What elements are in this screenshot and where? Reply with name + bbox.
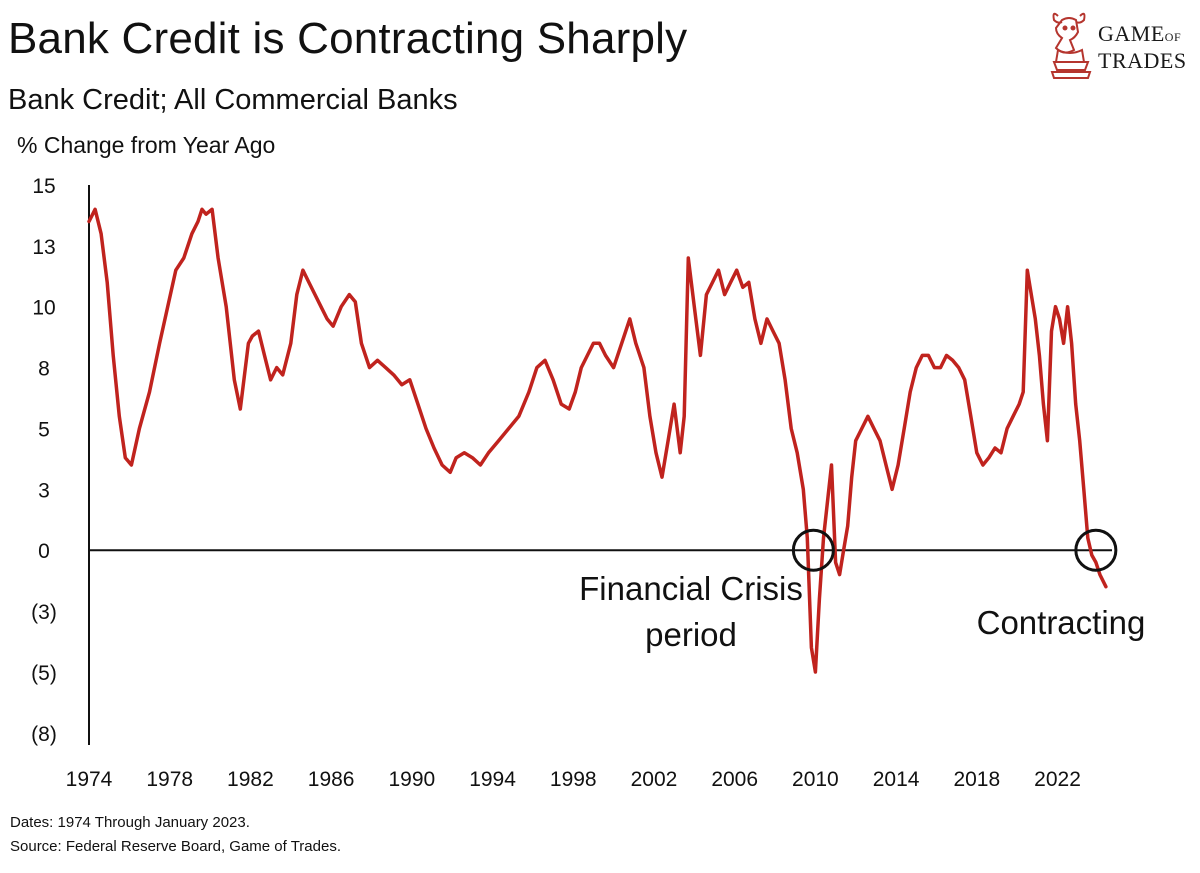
y-tick-label: 5 [38, 418, 50, 441]
annotation-contracting: Contracting [977, 604, 1146, 641]
y-tick-label: (3) [31, 601, 57, 624]
financial-crisis-circle [791, 528, 835, 572]
y-tick-label: 0 [38, 540, 50, 563]
x-tick-label: 2010 [792, 768, 839, 791]
logo-wordmark: GAMEOF TRADES [1098, 22, 1187, 73]
annotation-financial-crisis-line2: period [645, 616, 737, 653]
x-tick-label: 2006 [711, 768, 758, 791]
x-tick-label: 2002 [631, 768, 678, 791]
y-tick-label: 8 [38, 358, 50, 381]
chart-subtitle: Bank Credit; All Commercial Banks [8, 84, 458, 116]
x-tick-label: 1986 [308, 768, 355, 791]
x-tick-label: 1990 [388, 768, 435, 791]
y-tick-label: (8) [31, 723, 57, 746]
logo-line2: TRADES [1098, 48, 1187, 73]
contracting-circle [1074, 528, 1118, 572]
y-tick-label: 10 [32, 297, 55, 320]
y-tick-label: 13 [32, 236, 55, 259]
y-tick-label: (5) [31, 662, 57, 685]
logo-line1: GAME [1098, 21, 1165, 46]
x-tick-label: 2022 [1034, 768, 1081, 791]
x-tick-label: 1974 [66, 768, 113, 791]
y-axis-label: % Change from Year Ago [17, 132, 276, 158]
annotation-financial-crisis-line1: Financial Crisis [579, 570, 803, 607]
bull-knight-logo-icon [1050, 12, 1092, 79]
logo-line1-small: OF [1164, 30, 1182, 44]
x-tick-label: 2018 [953, 768, 1000, 791]
x-tick-label: 2014 [873, 768, 920, 791]
chart-title: Bank Credit is Contracting Sharply [8, 14, 688, 63]
y-tick-label: 15 [32, 175, 55, 198]
y-tick-label: 3 [38, 479, 50, 502]
x-tick-label: 1994 [469, 768, 516, 791]
x-tick-label: 1982 [227, 768, 274, 791]
series-line [87, 207, 1108, 674]
x-tick-label: 1998 [550, 768, 597, 791]
footer-source: Source: Federal Reserve Board, Game of T… [10, 838, 341, 855]
footer-dates: Dates: 1974 Through January 2023. [10, 814, 250, 831]
x-tick-label: 1978 [146, 768, 193, 791]
